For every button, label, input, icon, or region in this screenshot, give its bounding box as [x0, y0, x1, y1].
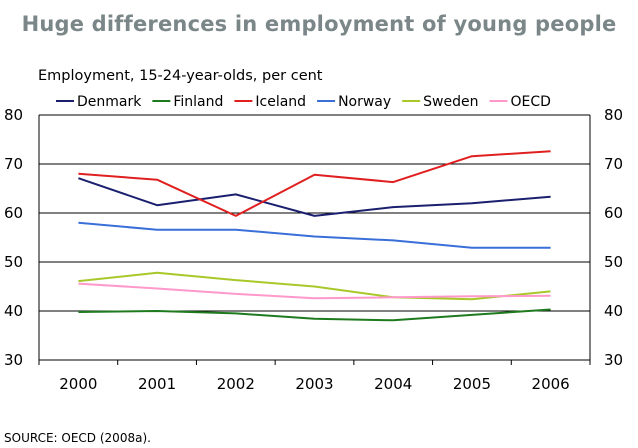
legend-label-iceland: Iceland	[255, 94, 306, 110]
legend-label-sweden: Sweden	[423, 94, 478, 110]
legend-label-denmark: Denmark	[77, 94, 142, 110]
x-tick-label: 2001	[138, 375, 176, 393]
chart-subtitle: Employment, 15-24-year-olds, per cent	[38, 68, 323, 84]
x-tick-label: 2004	[374, 375, 412, 393]
y-tick-label-left: 70	[4, 155, 23, 173]
y-tick-label-right: 50	[604, 253, 623, 271]
y-tick-label-right: 30	[604, 351, 623, 369]
y-tick-label-left: 50	[4, 253, 23, 271]
grid	[39, 114, 590, 312]
y-tick-label-left: 80	[4, 106, 23, 124]
chart-title: Huge differences in employment of young …	[21, 12, 617, 36]
series-line-sweden	[78, 271, 551, 301]
series-line-denmark	[78, 177, 551, 217]
legend-label-norway: Norway	[338, 94, 391, 110]
y-tick-label-right: 40	[604, 302, 623, 320]
x-tick-label: 2002	[217, 375, 255, 393]
series-group	[78, 150, 551, 322]
y-tick-label-right: 80	[604, 106, 623, 124]
legend-label-oecd: OECD	[511, 94, 551, 110]
y-tick-label-left: 30	[4, 351, 23, 369]
x-tick-label: 2006	[532, 375, 570, 393]
series-line-norway	[78, 221, 551, 249]
series-line-oecd	[78, 282, 551, 300]
x-tick-label: 2000	[59, 375, 97, 393]
axes: 2000 2001 2002 2003 2004 2005 2006 30 30 40 40 50 50…	[4, 106, 623, 393]
legend-label-finland: Finland	[173, 94, 223, 110]
x-tick-label: 2003	[295, 375, 333, 393]
source-note: SOURCE: OECD (2008a).	[4, 431, 151, 445]
y-tick-label-left: 60	[4, 204, 23, 222]
x-tick-label: 2005	[453, 375, 491, 393]
y-tick-label-right: 60	[604, 204, 623, 222]
y-tick-label-right: 70	[604, 155, 623, 173]
y-tick-label-left: 40	[4, 302, 23, 320]
series-line-iceland	[78, 150, 551, 217]
legend: Denmark Finland Iceland Norway Sweden OECD	[56, 94, 551, 110]
series-line-finland	[78, 308, 551, 322]
